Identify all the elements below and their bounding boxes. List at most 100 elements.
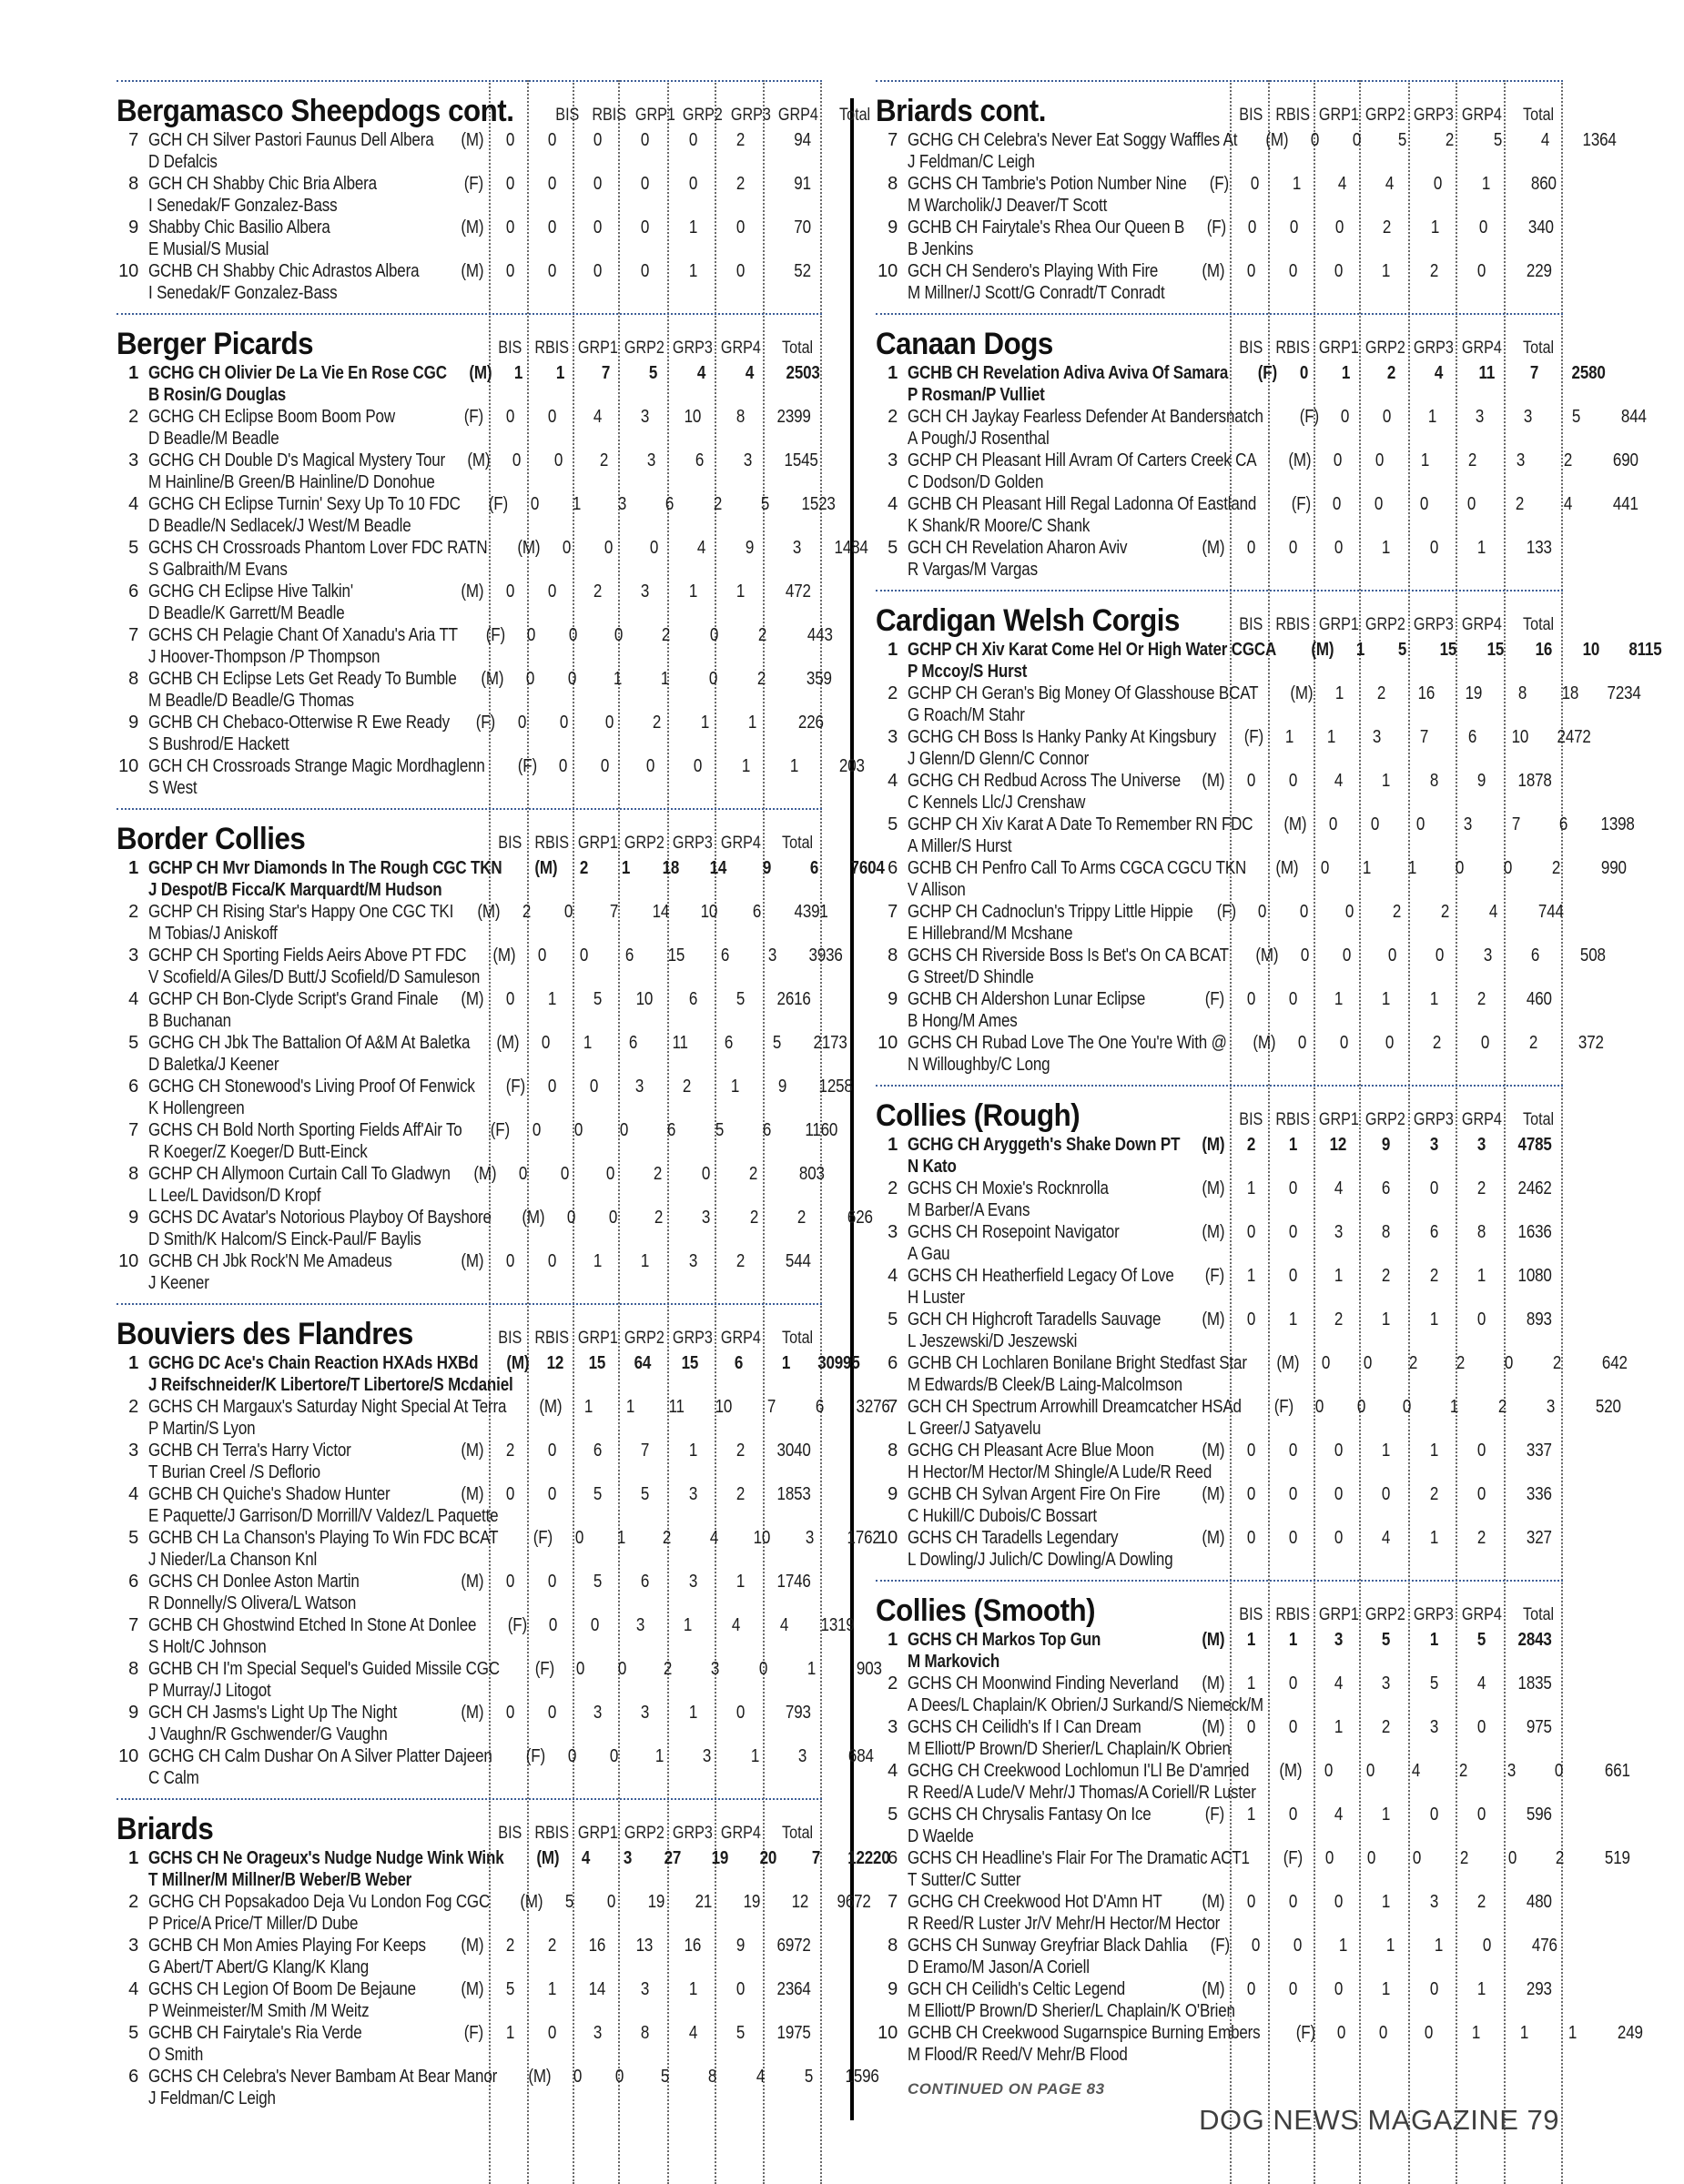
stat-grp4: 9 (758, 1076, 806, 1097)
stat-value: 0 (505, 130, 514, 150)
column-header-bis: BIS (1232, 1605, 1270, 1627)
stat-value: 0 (1434, 174, 1443, 194)
stat-value: 0 (593, 130, 602, 150)
stat-grp3: 1 (669, 1440, 716, 1461)
stat-value: 3936 (808, 945, 844, 966)
column-header-label: Total (781, 339, 813, 358)
section-header-row: Briards BIS RBIS GRP1 GRP2 GRP3 GRP4 Total (117, 1805, 822, 1847)
stat-total: 91 (765, 173, 822, 195)
stat-value: 4 (697, 363, 706, 383)
rank-number: 2 (128, 1397, 138, 1417)
column-header-grp4: GRP4 (716, 339, 765, 360)
stat-bis: 0 (491, 129, 529, 151)
stat-grp2: 2 (1425, 129, 1474, 151)
stat-value: 0 (609, 1746, 618, 1766)
stat-value: 337 (1527, 1441, 1552, 1461)
sex-label: (M) (1253, 1033, 1276, 1053)
stat-value: 1 (1381, 1892, 1390, 1912)
stat-grp2: 11 (656, 1032, 705, 1054)
stat-value: 4 (756, 2067, 766, 2087)
stat-value: 3 (767, 945, 777, 966)
column-header-bis: BIS (491, 834, 529, 855)
column-header-label: GRP4 (1461, 106, 1502, 125)
stat-grp2: 3 (620, 406, 669, 428)
stat-value: 1364 (1582, 130, 1617, 150)
handlers: V Allison (908, 880, 966, 900)
stat-value: 0 (1456, 858, 1465, 878)
dog-name-cell: 5 GCHS CH Chrysalis Fantasy On Ice (F) (876, 1804, 1232, 1825)
stat-value: 1 (1449, 1397, 1459, 1417)
stat-value: 793 (786, 1703, 811, 1723)
stat-grp3: 0 (1488, 1847, 1536, 1869)
column-header-label: BIS (1238, 106, 1263, 125)
stat-rbis: 2 (1358, 682, 1404, 704)
stat-total: 520 (1575, 1396, 1632, 1418)
entry-handler-row: H Hector/M Hector/M Shingle/A Lude/R Ree… (876, 1461, 1563, 1483)
section-header-row: Briards cont. BIS RBIS GRP1 GRP2 GRP3 GRP4 Tota… (876, 87, 1563, 129)
continued-note: CONTINUED ON PAGE 83 (908, 2080, 1105, 2098)
stat-grp4: 3 (724, 450, 772, 471)
dog-name: GCHG DC Ace's Chain Reaction HXAds HXBd (148, 1353, 479, 1373)
stat-value: 3 (1381, 1673, 1390, 1694)
stat-rbis: 2 (529, 1935, 574, 1956)
stat-value: 0 (1478, 217, 1488, 238)
sex-label: (M) (522, 1208, 545, 1228)
stat-bis: 0 (522, 945, 561, 966)
handlers: G Street/D Shindle (908, 967, 1034, 987)
stat-value: 1 (1356, 640, 1365, 660)
column-header-grp3: GRP3 (726, 106, 774, 127)
handlers: T Burian Creel /S Deflorio (148, 1462, 320, 1482)
dog-name: GCHS CH Moxie's Rocknrolla (908, 1178, 1109, 1198)
breed-section: Canaan Dogs BIS RBIS GRP1 GRP2 GRP3 GRP4 Total 1… (876, 313, 1647, 590)
stat-value: 0 (547, 174, 556, 194)
stat-bis: 1 (491, 2022, 529, 2044)
stat-value: 3 (593, 1703, 602, 1723)
sex-label: (M) (1202, 1892, 1224, 1912)
entry-main-row: 7 GCH CH Spectrum Arrowhill Dreamcatcher … (876, 1396, 1621, 1418)
stat-grp2: 15 (652, 945, 701, 966)
stat-grp2: 1 (664, 1614, 713, 1636)
column-header-total: Total (1506, 615, 1563, 637)
stat-grp4: 10 (1496, 726, 1545, 748)
stat-value: 0 (1476, 1805, 1486, 1825)
stat-bis: 0 (553, 1745, 591, 1767)
column-header-label: GRP2 (624, 834, 664, 853)
entry-main-row: 3 GCHP CH Pleasant Hill Avram Of Carters … (876, 450, 1638, 471)
handlers: G Roach/M Stahr (908, 705, 1025, 725)
handlers: M Flood/R Reed/V Mehr/B Flood (908, 2045, 1128, 2065)
breed-title-text: Berger Picards (117, 327, 314, 361)
column-header-grp1: GRP1 (574, 1329, 620, 1350)
stat-grp2: 2 (1373, 901, 1422, 923)
stat-grp2: 1 (1361, 1891, 1410, 1913)
stat-value: 3 (702, 1746, 711, 1766)
dog-name: GCHS CH Pelagie Chant Of Xanadu's Aria T… (148, 625, 458, 645)
stat-value: 0 (615, 2067, 624, 2087)
dog-name: GCHG CH Eclipse Hive Talkin' (148, 581, 353, 602)
rank-number: 2 (128, 1892, 138, 1912)
stat-value: 626 (847, 1208, 873, 1228)
handlers: P Rosman/P Vulliet (908, 385, 1045, 405)
stat-value: 0 (1288, 771, 1297, 791)
stat-grp1: 6 (574, 1440, 620, 1461)
entry-handler-row: C Calm (117, 1767, 822, 1789)
dog-name-cell: 3 GCHP CH Sporting Fields Aeirs Above PT … (117, 945, 522, 966)
entry-handler-row: J Feldman/C Leigh (117, 2088, 822, 2109)
column-header-grp3: GRP3 (1410, 615, 1457, 637)
column-header-label: GRP3 (673, 1824, 713, 1843)
stat-value: 2 (1381, 1717, 1390, 1737)
entry: 3 GCHB CH Mon Amies Playing For Keeps (M) 2… (117, 1935, 822, 1978)
dog-name-cell: 10 GCH CH Sendero's Playing With Fire (M) (876, 260, 1232, 282)
stat-value: 0 (547, 581, 556, 602)
dog-name-cell: 1 GCHG DC Ace's Chain Reaction HXAds HXBd… (117, 1352, 536, 1374)
entry-handler-row: M Markovich (876, 1651, 1563, 1673)
stat-value: 5 (735, 989, 746, 1009)
stat-value: 16 (588, 1936, 606, 1956)
stat-value: 0 (1288, 989, 1297, 1009)
entry: 9 GCHB CH Fairytale's Rhea Our Queen B (F)… (876, 217, 1563, 260)
stat-bis: 12 (536, 1352, 574, 1374)
entry-handler-row: M Warcholik/J Deaver/T Scott (876, 195, 1563, 217)
stat-value: 7 (640, 1441, 649, 1461)
column-header-rbis: RBIS (529, 834, 574, 855)
dog-name: GCH CH Highcroft Taradells Sauvage (908, 1309, 1162, 1330)
entry: 3 GCHP CH Pleasant Hill Avram Of Carters … (876, 450, 1638, 493)
